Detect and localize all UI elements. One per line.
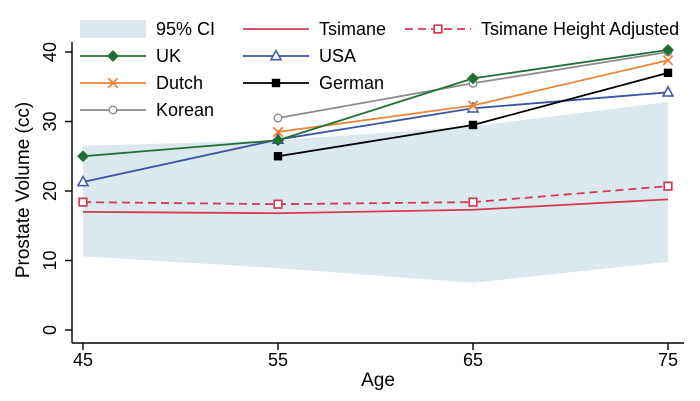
marker-dutch — [272, 126, 284, 138]
x-axis-label: Age — [361, 370, 395, 391]
series-german — [273, 68, 673, 161]
marker-tsimane-height-adjusted — [78, 197, 88, 207]
ci-band — [83, 102, 668, 283]
marker-tsimane-height-adjusted — [663, 181, 673, 191]
marker-german — [273, 152, 283, 161]
marker-dutch — [662, 55, 674, 66]
series-uk — [77, 44, 674, 163]
marker-dutch — [467, 100, 479, 111]
x-tick-label: 45 — [73, 350, 93, 370]
marker-usa — [661, 85, 675, 97]
marker-usa — [76, 175, 90, 187]
marker-tsimane-height-adjusted — [468, 197, 478, 207]
series-line-tsimane-height-adjusted — [82, 185, 669, 206]
y-tick-label: 20 — [40, 181, 60, 201]
y-axis-label: Prostate Volume (cc) — [13, 101, 34, 279]
marker-tsimane-height-adjusted — [273, 199, 283, 209]
marker-uk — [272, 134, 284, 147]
x-tick-label: 55 — [268, 350, 288, 370]
marker-uk — [467, 72, 479, 85]
series-tsimane-height-adjusted — [78, 181, 673, 209]
series-line-usa — [82, 91, 669, 183]
marker-german — [663, 68, 673, 78]
marker-uk — [662, 44, 674, 56]
series-tsimane — [82, 198, 669, 215]
y-tick-label: 30 — [40, 111, 60, 131]
y-tick-label: 10 — [40, 250, 60, 270]
marker-uk — [77, 150, 89, 163]
series-dutch — [272, 55, 674, 138]
x-tick-label: 75 — [658, 350, 678, 370]
y-tick-label: 40 — [40, 42, 60, 62]
x-tick-label: 65 — [463, 350, 483, 370]
series-line-uk — [82, 49, 669, 158]
marker-german — [468, 120, 478, 130]
marker-korean — [273, 113, 283, 123]
y-tick-label: 0 — [40, 325, 60, 335]
series-line-tsimane — [82, 198, 669, 215]
